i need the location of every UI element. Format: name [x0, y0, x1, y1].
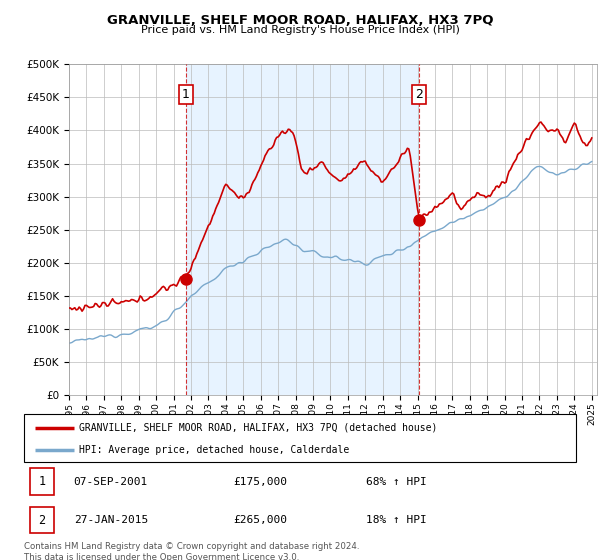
Text: Price paid vs. HM Land Registry's House Price Index (HPI): Price paid vs. HM Land Registry's House …: [140, 25, 460, 35]
Text: GRANVILLE, SHELF MOOR ROAD, HALIFAX, HX3 7PQ: GRANVILLE, SHELF MOOR ROAD, HALIFAX, HX3…: [107, 14, 493, 27]
Text: 68% ↑ HPI: 68% ↑ HPI: [366, 477, 427, 487]
Text: 2: 2: [38, 514, 46, 526]
Text: 1: 1: [38, 475, 46, 488]
Text: HPI: Average price, detached house, Calderdale: HPI: Average price, detached house, Cald…: [79, 445, 349, 455]
Bar: [185, 64, 419, 395]
Text: 07-SEP-2001: 07-SEP-2001: [74, 477, 148, 487]
Text: Contains HM Land Registry data © Crown copyright and database right 2024.
This d: Contains HM Land Registry data © Crown c…: [24, 542, 359, 560]
Text: 1: 1: [182, 87, 190, 101]
Text: 2: 2: [415, 87, 422, 101]
Text: GRANVILLE, SHELF MOOR ROAD, HALIFAX, HX3 7PQ (detached house): GRANVILLE, SHELF MOOR ROAD, HALIFAX, HX3…: [79, 423, 437, 433]
FancyBboxPatch shape: [29, 468, 55, 495]
Text: £175,000: £175,000: [234, 477, 288, 487]
Text: 27-JAN-2015: 27-JAN-2015: [74, 515, 148, 525]
FancyBboxPatch shape: [29, 507, 55, 533]
FancyBboxPatch shape: [24, 414, 576, 462]
Text: 18% ↑ HPI: 18% ↑ HPI: [366, 515, 427, 525]
Text: £265,000: £265,000: [234, 515, 288, 525]
